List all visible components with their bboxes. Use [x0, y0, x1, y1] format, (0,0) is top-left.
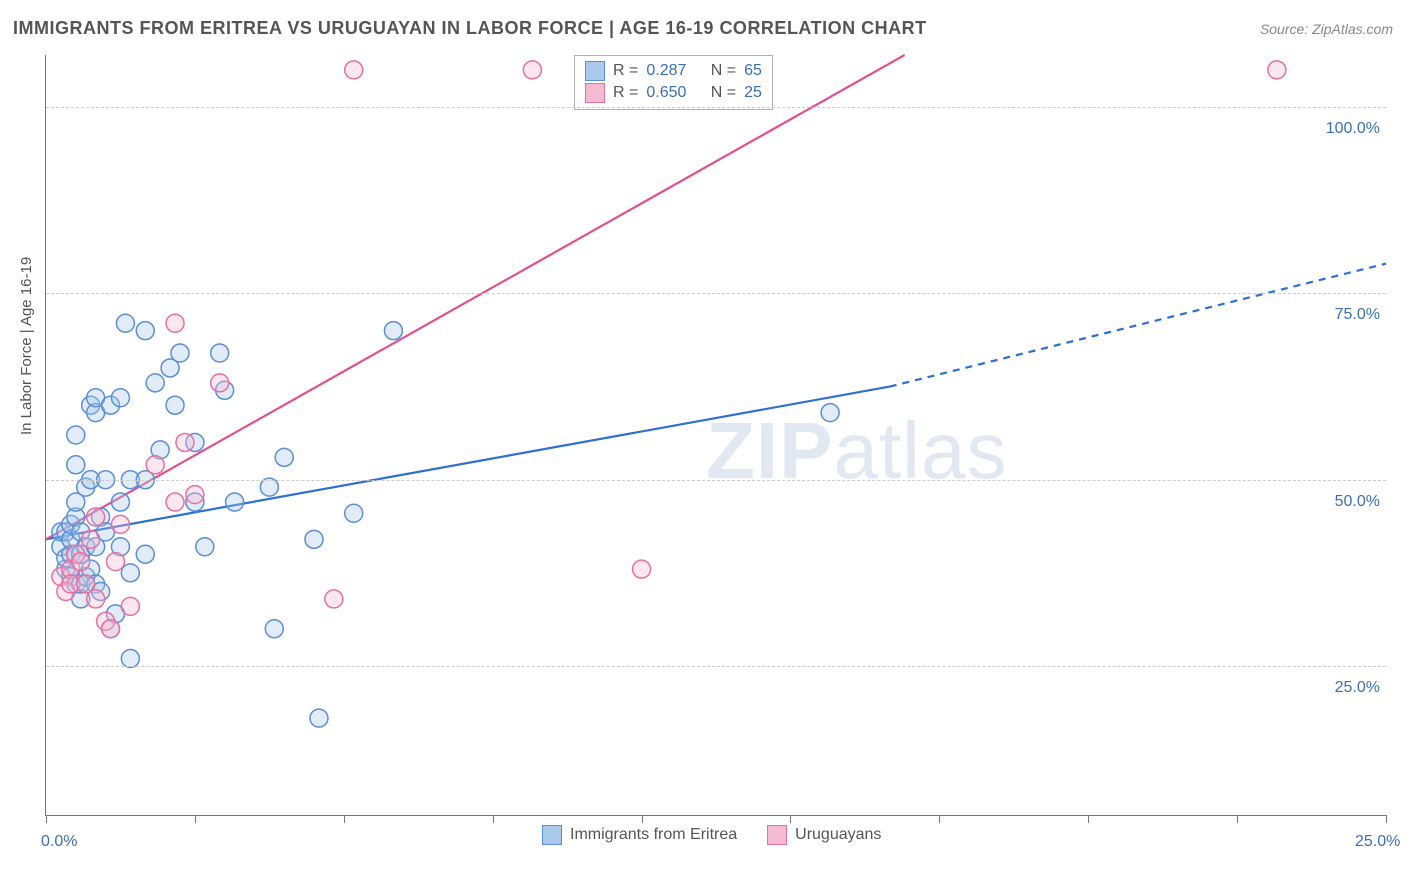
data-point-eritrea — [111, 389, 129, 407]
source-attribution: Source: ZipAtlas.com — [1260, 21, 1393, 37]
x-tick-label: 0.0% — [41, 833, 77, 851]
scatter-plot-area: ZIPatlas R = 0.287 N = 65R = 0.650 N = 2… — [45, 55, 1386, 816]
x-tick — [1088, 815, 1089, 823]
swatch-uruguay — [585, 83, 605, 103]
stat-r-label: R = — [613, 60, 638, 82]
x-tick — [46, 815, 47, 823]
data-point-eritrea — [260, 478, 278, 496]
gridline — [46, 293, 1386, 294]
stats-row-eritrea: R = 0.287 N = 65 — [585, 60, 762, 82]
stats-row-uruguay: R = 0.650 N = 25 — [585, 82, 762, 104]
data-point-eritrea — [265, 620, 283, 638]
y-tick-label: 75.0% — [1335, 306, 1380, 324]
y-tick-label: 100.0% — [1326, 120, 1380, 138]
trend-line-uruguay — [46, 55, 905, 539]
data-point-eritrea — [196, 538, 214, 556]
stat-r-label: R = — [613, 82, 638, 104]
stat-n-value: 25 — [744, 82, 762, 104]
legend-item-uruguay: Uruguayans — [767, 825, 881, 845]
data-point-uruguay — [633, 560, 651, 578]
gridline — [46, 480, 1386, 481]
data-point-uruguay — [111, 515, 129, 533]
data-point-uruguay — [82, 530, 100, 548]
data-point-uruguay — [523, 61, 541, 79]
gridline — [46, 666, 1386, 667]
x-tick — [1386, 815, 1387, 823]
data-point-uruguay — [176, 433, 194, 451]
y-tick-label: 50.0% — [1335, 493, 1380, 511]
x-tick — [493, 815, 494, 823]
legend-swatch-eritrea — [542, 825, 562, 845]
stat-n-label: N = — [706, 60, 736, 82]
data-point-uruguay — [87, 590, 105, 608]
legend-swatch-uruguay — [767, 825, 787, 845]
data-point-eritrea — [345, 504, 363, 522]
data-point-eritrea — [121, 650, 139, 668]
chart-svg — [46, 55, 1386, 815]
series-legend: Immigrants from Eritrea Uruguayans — [542, 825, 881, 845]
data-point-eritrea — [121, 564, 139, 582]
data-point-eritrea — [166, 396, 184, 414]
stat-n-value: 65 — [744, 60, 762, 82]
data-point-eritrea — [111, 493, 129, 511]
swatch-eritrea — [585, 61, 605, 81]
data-point-uruguay — [325, 590, 343, 608]
data-point-eritrea — [821, 404, 839, 422]
data-point-eritrea — [136, 545, 154, 563]
y-tick-label: 25.0% — [1335, 679, 1380, 697]
data-point-eritrea — [226, 493, 244, 511]
legend-item-eritrea: Immigrants from Eritrea — [542, 825, 737, 845]
data-point-eritrea — [171, 344, 189, 362]
data-point-eritrea — [211, 344, 229, 362]
data-point-eritrea — [275, 448, 293, 466]
data-point-eritrea — [384, 322, 402, 340]
data-point-eritrea — [67, 426, 85, 444]
gridline — [46, 107, 1386, 108]
chart-title: IMMIGRANTS FROM ERITREA VS URUGUAYAN IN … — [13, 18, 927, 39]
data-point-uruguay — [87, 508, 105, 526]
data-point-uruguay — [166, 314, 184, 332]
data-point-uruguay — [211, 374, 229, 392]
data-point-eritrea — [136, 322, 154, 340]
data-point-eritrea — [67, 456, 85, 474]
stat-r-value: 0.287 — [646, 60, 698, 82]
data-point-eritrea — [146, 374, 164, 392]
data-point-uruguay — [166, 493, 184, 511]
data-point-eritrea — [305, 530, 323, 548]
trend-line-dash-eritrea — [890, 264, 1386, 387]
data-point-uruguay — [72, 553, 90, 571]
x-tick — [939, 815, 940, 823]
data-point-uruguay — [345, 61, 363, 79]
data-point-uruguay — [1268, 61, 1286, 79]
x-tick — [1237, 815, 1238, 823]
x-tick — [642, 815, 643, 823]
legend-label: Immigrants from Eritrea — [570, 826, 737, 844]
x-tick — [344, 815, 345, 823]
data-point-eritrea — [310, 709, 328, 727]
data-point-uruguay — [106, 553, 124, 571]
legend-label: Uruguayans — [795, 826, 881, 844]
x-tick-label: 25.0% — [1355, 833, 1400, 851]
data-point-uruguay — [146, 456, 164, 474]
stat-r-value: 0.650 — [646, 82, 698, 104]
data-point-uruguay — [121, 597, 139, 615]
data-point-uruguay — [186, 486, 204, 504]
x-tick — [195, 815, 196, 823]
x-tick — [790, 815, 791, 823]
data-point-eritrea — [116, 314, 134, 332]
y-axis-label: In Labor Force | Age 16-19 — [18, 257, 35, 435]
data-point-uruguay — [102, 620, 120, 638]
stat-n-label: N = — [706, 82, 736, 104]
correlation-stats-box: R = 0.287 N = 65R = 0.650 N = 25 — [574, 55, 773, 110]
